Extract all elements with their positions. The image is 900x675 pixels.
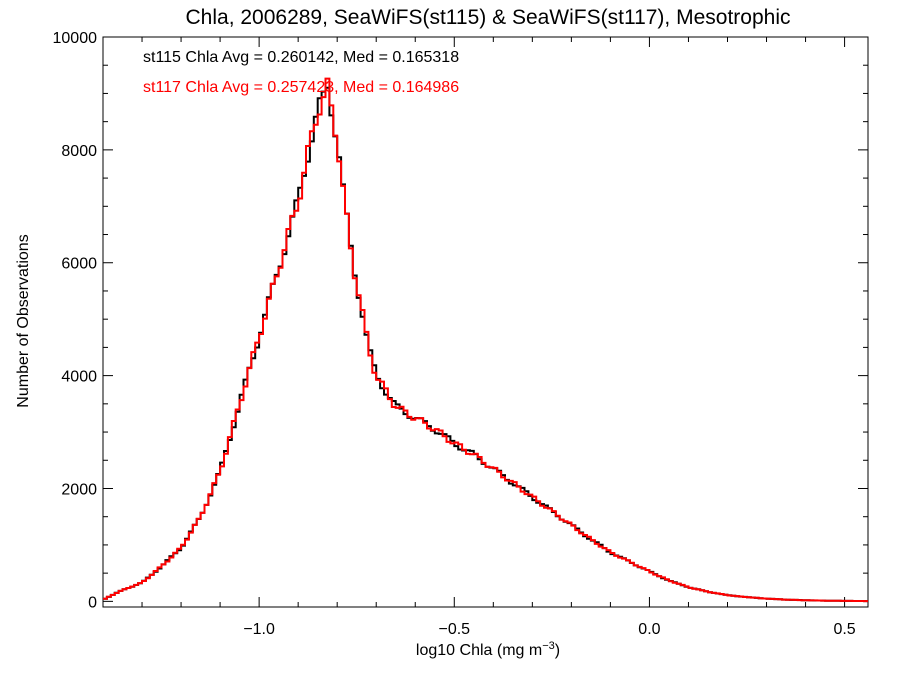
x-tick-label: −1.0: [243, 621, 275, 638]
chart-title: Chla, 2006289, SeaWiFS(st115) & SeaWiFS(…: [186, 6, 791, 29]
annotation-st115: st115 Chla Avg = 0.260142, Med = 0.16531…: [143, 49, 459, 66]
x-axis-label-superscript: −3: [542, 640, 555, 652]
series-st115-line: [103, 86, 868, 603]
plot-frame: [102, 36, 869, 608]
y-tick-label: 6000: [61, 256, 97, 273]
y-tick-label: 10000: [53, 30, 98, 47]
x-axis-label-close: ): [555, 642, 560, 659]
x-tick-label: 0.5: [833, 621, 855, 638]
x-axis: −1.0 −0.5 0.0 0.5: [102, 37, 856, 638]
x-axis-label-main: log10 Chla (mg m: [416, 642, 542, 659]
y-tick-label: 2000: [61, 481, 97, 498]
y-axis-label: Number of Observations: [15, 234, 32, 407]
y-tick-label: 0: [88, 594, 97, 611]
x-axis-label: log10 Chla (mg m−3): [416, 640, 560, 659]
plot-border: [102, 36, 869, 608]
x-tick-label: −0.5: [438, 621, 470, 638]
series-st117-line: [103, 77, 868, 603]
x-tick-label: 0.0: [638, 621, 660, 638]
series-layer: [103, 77, 868, 603]
y-axis: 0 2000 4000 6000 8000 10000: [53, 30, 868, 611]
y-tick-label: 4000: [61, 369, 97, 386]
annotation-st117: st117 Chla Avg = 0.257423, Med = 0.16498…: [143, 79, 459, 96]
y-tick-label: 8000: [61, 143, 97, 160]
